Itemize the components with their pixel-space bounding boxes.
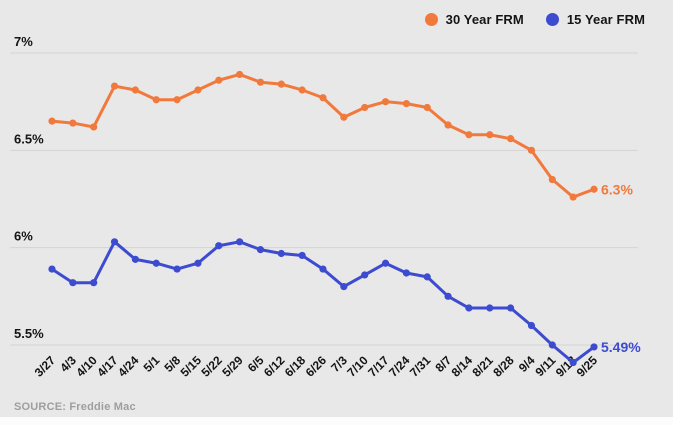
data-point-15-year-frm-7-3 — [340, 283, 348, 291]
data-point-15-year-frm-4-24 — [131, 255, 139, 263]
series-15-year-frm: 5.49% — [48, 238, 641, 367]
legend-dot-30-year-frm — [424, 13, 438, 26]
x-tick-8-28: 8/28 — [490, 353, 517, 380]
data-point-30-year-frm-5-22 — [215, 76, 223, 84]
data-point-15-year-frm-9-4 — [527, 321, 536, 330]
data-point-30-year-frm-6-18 — [298, 86, 306, 94]
data-point-30-year-frm-4-17 — [110, 82, 119, 90]
data-point-30-year-frm-5-1 — [152, 96, 160, 104]
data-point-15-year-frm-4-17 — [110, 238, 119, 246]
data-point-15-year-frm-9-18 — [569, 358, 577, 367]
data-point-30-year-frm-9-4 — [527, 146, 536, 154]
data-point-15-year-frm-5-8 — [173, 265, 181, 273]
y-tick-6-: 6% — [14, 229, 33, 244]
x-tick-6-26: 6/26 — [303, 353, 330, 380]
data-point-30-year-frm-9-11 — [548, 175, 556, 184]
x-tick-5-22: 5/22 — [198, 353, 225, 380]
x-tick-4-17: 4/17 — [94, 353, 121, 380]
x-tick-5-15: 5/15 — [178, 353, 205, 380]
data-point-15-year-frm-7-31 — [423, 273, 431, 281]
data-point-30-year-frm-6-12 — [277, 80, 285, 88]
x-tick-3-27: 3/27 — [32, 353, 59, 380]
data-point-15-year-frm-4-10 — [90, 279, 98, 287]
data-point-15-year-frm-8-28 — [507, 304, 515, 312]
data-point-15-year-frm-5-15 — [194, 259, 202, 267]
data-point-15-year-frm-6-5 — [256, 246, 265, 254]
x-axis-labels: 3/27 4/34/104/174/24 5/1 5/85/155/225/29 6/5… — [32, 353, 601, 380]
data-point-15-year-frm-8-7 — [444, 292, 452, 300]
data-point-15-year-frm-7-24 — [402, 269, 410, 277]
end-label-15-year-frm: 5.49% — [601, 339, 641, 355]
x-tick-7-24: 7/24 — [386, 353, 413, 380]
end-label-30-year-frm: 6.3% — [601, 181, 633, 197]
x-tick-4-10: 4/10 — [73, 353, 100, 380]
data-point-15-year-frm-7-17 — [381, 259, 390, 267]
series-30-year-frm: 6.3% — [48, 70, 633, 201]
legend-dot-15-year-frm — [545, 13, 559, 26]
x-tick-4-24: 4/24 — [115, 353, 142, 380]
data-point-30-year-frm-8-7 — [444, 121, 452, 129]
x-tick-5-29: 5/29 — [219, 353, 246, 380]
data-point-30-year-frm-9-18 — [569, 193, 577, 201]
rate-line-chart: 7%6.5%6%5.5%3/27 4/34/104/174/24 5/1 5/85/1… — [10, 34, 641, 380]
data-point-15-year-frm-5-29 — [236, 238, 244, 246]
x-tick-5-1: 5/1 — [141, 353, 163, 375]
data-point-30-year-frm-7-24 — [402, 100, 410, 108]
legend-label-30-year-frm: 30 Year FRM — [445, 12, 524, 27]
data-point-30-year-frm-7-10 — [361, 103, 369, 112]
data-point-30-year-frm-7-3 — [340, 113, 348, 121]
source-attribution: SOURCE: Freddie Mac — [14, 401, 136, 413]
x-tick-9-11: 9/11 — [532, 353, 558, 379]
x-tick-7-31: 7/31 — [407, 353, 434, 380]
data-point-30-year-frm-8-21 — [486, 131, 494, 139]
data-point-30-year-frm-4-3 — [69, 119, 77, 127]
y-tick-5-5-: 5.5% — [14, 326, 44, 341]
data-point-15-year-frm-4-3 — [69, 279, 77, 287]
y-axis-labels: 7% 6.5% 6% 5.5% — [14, 34, 44, 341]
data-point-15-year-frm-3-27 — [48, 265, 56, 273]
y-tick-7-: 7% — [14, 34, 33, 49]
data-point-30-year-frm-4-24 — [131, 86, 139, 94]
x-tick-9-25: 9/25 — [574, 353, 601, 380]
data-point-15-year-frm-5-1 — [152, 259, 160, 267]
data-point-30-year-frm-8-28 — [507, 135, 515, 143]
data-point-15-year-frm-5-22 — [215, 242, 223, 250]
legend-label-15-year-frm: 15 Year FRM — [566, 12, 645, 27]
data-point-30-year-frm-6-26 — [319, 94, 327, 102]
data-point-30-year-frm-7-17 — [381, 98, 390, 106]
data-point-15-year-frm-8-14 — [465, 304, 473, 312]
data-point-30-year-frm-6-5 — [256, 78, 265, 86]
legend-item-15-year-frm[interactable]: 15 Year FRM — [545, 12, 645, 27]
data-point-15-year-frm-9-25 — [590, 343, 598, 351]
x-tick-8-14: 8/14 — [449, 353, 476, 380]
x-tick-6-18: 6/18 — [282, 353, 309, 380]
data-point-30-year-frm-9-25 — [590, 185, 598, 193]
data-point-30-year-frm-3-27 — [48, 117, 56, 125]
data-point-30-year-frm-5-29 — [236, 70, 244, 79]
x-tick-6-12: 6/12 — [261, 353, 288, 380]
chart-legend: 30 Year FRM 15 Year FRM — [424, 12, 645, 27]
data-point-30-year-frm-8-14 — [465, 131, 473, 139]
x-tick-8-21: 8/21 — [469, 353, 496, 380]
data-point-15-year-frm-7-10 — [361, 271, 369, 279]
data-point-30-year-frm-7-31 — [423, 103, 431, 112]
data-point-15-year-frm-8-21 — [486, 304, 494, 312]
data-point-30-year-frm-5-15 — [194, 86, 202, 94]
data-point-15-year-frm-6-18 — [298, 251, 306, 260]
x-tick-7-10: 7/10 — [344, 353, 371, 380]
bottom-strip — [0, 417, 673, 425]
legend-item-30-year-frm[interactable]: 30 Year FRM — [424, 12, 524, 27]
data-point-15-year-frm-6-12 — [277, 249, 285, 258]
data-point-15-year-frm-9-11 — [548, 341, 556, 349]
data-point-15-year-frm-6-26 — [319, 265, 327, 273]
y-tick-6-5-: 6.5% — [14, 131, 44, 146]
data-point-30-year-frm-4-10 — [90, 123, 98, 131]
data-point-30-year-frm-5-8 — [173, 96, 181, 104]
x-tick-7-17: 7/17 — [365, 353, 392, 380]
